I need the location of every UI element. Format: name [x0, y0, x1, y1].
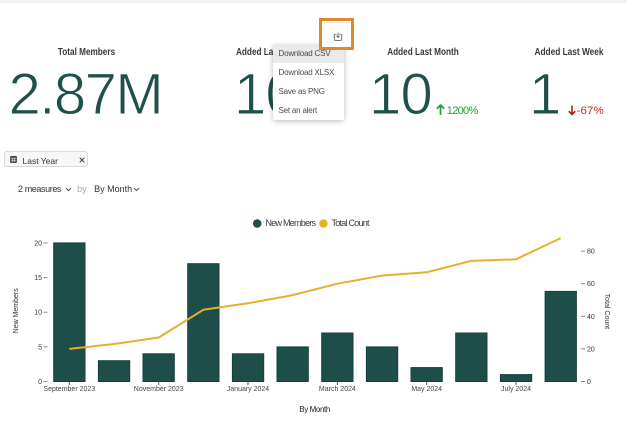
svg-text:15: 15	[34, 275, 42, 282]
svg-text:5: 5	[38, 344, 42, 351]
svg-text:20: 20	[587, 346, 595, 353]
svg-text:10: 10	[34, 310, 42, 317]
svg-text:September 2023: September 2023	[43, 386, 95, 393]
svg-text:May 2024: May 2024	[411, 386, 442, 393]
svg-text:20: 20	[34, 240, 42, 247]
svg-text:0: 0	[38, 379, 42, 386]
svg-text:60: 60	[587, 281, 595, 288]
svg-text:Total Count: Total Count	[332, 218, 371, 228]
svg-text:40: 40	[587, 314, 595, 321]
svg-text:0: 0	[587, 379, 591, 386]
svg-text:November 2023: November 2023	[134, 386, 184, 393]
svg-text:Total Count: Total Count	[603, 294, 610, 329]
svg-text:July 2024: July 2024	[501, 386, 531, 393]
svg-text:New Members: New Members	[13, 288, 20, 334]
svg-text:By Month: By Month	[299, 405, 330, 414]
svg-text:New Members: New Members	[266, 218, 317, 228]
svg-text:March 2024: March 2024	[319, 386, 356, 393]
svg-text:January 2024: January 2024	[227, 386, 270, 393]
svg-text:80: 80	[587, 249, 595, 256]
